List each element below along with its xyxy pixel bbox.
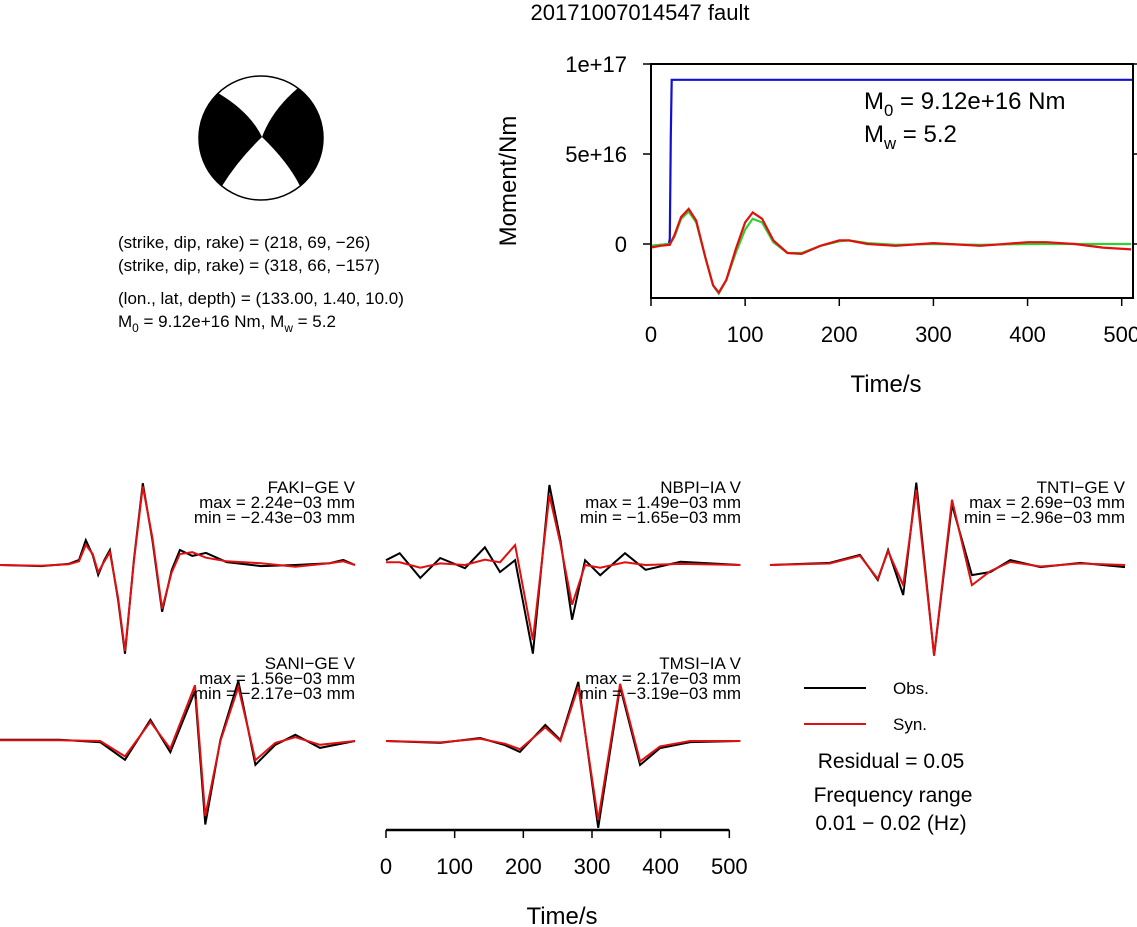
observed-trace bbox=[0, 483, 356, 654]
moment-line bbox=[650, 209, 1132, 296]
annotation: M0 = 9.12e+16 Nm bbox=[864, 88, 1065, 120]
text-part: = 9.12e+16 Nm bbox=[893, 88, 1065, 115]
moment-line bbox=[650, 207, 1132, 295]
station-label: FAKI−GE V bbox=[268, 478, 356, 497]
station-label: TMSI−IA V bbox=[659, 654, 741, 673]
max-label: max = 1.49e−03 mm bbox=[585, 493, 741, 512]
mechanism-text: (lon., lat, depth) = (133.00, 1.40, 10.0… bbox=[118, 289, 404, 308]
observed-trace bbox=[385, 681, 741, 828]
frequency-range: 0.01 − 0.02 (Hz) bbox=[815, 812, 966, 835]
x-axis-label: Time/s bbox=[526, 903, 597, 927]
residual: Residual = 0.05 bbox=[818, 750, 965, 773]
synthetic-trace bbox=[0, 486, 356, 652]
station-label: NBPI−IA V bbox=[660, 478, 741, 497]
beach-ball-lobe bbox=[262, 88, 324, 186]
mechanism-text: M0 = 9.12e+16 Nm, Mw = 5.2 bbox=[118, 312, 336, 335]
station-label: SANI−GE V bbox=[265, 654, 356, 673]
text-part: = 5.2 bbox=[896, 121, 957, 148]
x-tick-label: 100 bbox=[436, 854, 473, 879]
synthetic-trace bbox=[385, 683, 741, 821]
min-label: min = −2.43e−03 mm bbox=[194, 508, 355, 527]
annotation: Mw = 5.2 bbox=[864, 121, 957, 153]
x-tick-label: 0 bbox=[380, 854, 392, 879]
y-tick-label: 5e+16 bbox=[565, 142, 627, 167]
legend-label: Obs. bbox=[893, 679, 929, 698]
mechanism-text: (strike, dip, rake) = (218, 69, −26) bbox=[118, 233, 370, 252]
x-tick-label: 300 bbox=[574, 854, 611, 879]
mechanism-text: (strike, dip, rake) = (318, 66, −157) bbox=[118, 256, 380, 275]
y-tick-label: 1e+17 bbox=[565, 52, 627, 77]
synthetic-trace bbox=[769, 489, 1126, 656]
text-part: = 9.12e+16 Nm, M bbox=[139, 312, 285, 331]
max-label: max = 1.56e−03 mm bbox=[199, 669, 355, 688]
max-label: max = 2.69e−03 mm bbox=[969, 493, 1125, 512]
figure-title: 20171007014547 fault bbox=[531, 0, 750, 25]
x-tick-label: 400 bbox=[642, 854, 679, 879]
subscript: 0 bbox=[132, 321, 139, 335]
text-part: M bbox=[118, 312, 132, 331]
min-label: min = −2.17e−03 mm bbox=[194, 684, 355, 703]
x-axis-label: Time/s bbox=[850, 371, 921, 398]
plot-frame bbox=[650, 63, 1134, 299]
x-tick-label: 100 bbox=[727, 322, 764, 347]
legend-label: Syn. bbox=[893, 715, 927, 734]
text-part: M bbox=[864, 88, 884, 115]
x-tick-label: 200 bbox=[505, 854, 542, 879]
text-part: = 5.2 bbox=[293, 312, 336, 331]
synthetic-trace bbox=[386, 494, 741, 641]
text-part: M bbox=[864, 121, 884, 148]
y-tick-label: 0 bbox=[615, 232, 627, 257]
subscript: 0 bbox=[884, 101, 893, 120]
x-tick-label: 500 bbox=[711, 854, 748, 879]
x-tick-label: 500 bbox=[1103, 322, 1137, 347]
beach-ball bbox=[198, 75, 324, 201]
subscript: w bbox=[883, 134, 897, 153]
station-label: TNTI−GE V bbox=[1037, 478, 1126, 497]
min-label: min = −2.96e−03 mm bbox=[964, 508, 1125, 527]
max-label: max = 2.17e−03 mm bbox=[585, 669, 741, 688]
x-tick-label: 200 bbox=[821, 322, 858, 347]
max-label: max = 2.24e−03 mm bbox=[199, 493, 355, 512]
frequency-title: Frequency range bbox=[814, 784, 973, 807]
subscript: w bbox=[283, 321, 293, 335]
min-label: min = −3.19e−03 mm bbox=[580, 684, 741, 703]
beach-ball-lobe bbox=[198, 93, 262, 186]
x-tick-label: 400 bbox=[1009, 322, 1046, 347]
y-axis-label: Moment/Nm bbox=[495, 116, 522, 247]
x-tick-label: 0 bbox=[645, 322, 657, 347]
synthetic-trace bbox=[0, 683, 356, 817]
x-tick-label: 300 bbox=[915, 322, 952, 347]
min-label: min = −1.65e−03 mm bbox=[580, 508, 741, 527]
